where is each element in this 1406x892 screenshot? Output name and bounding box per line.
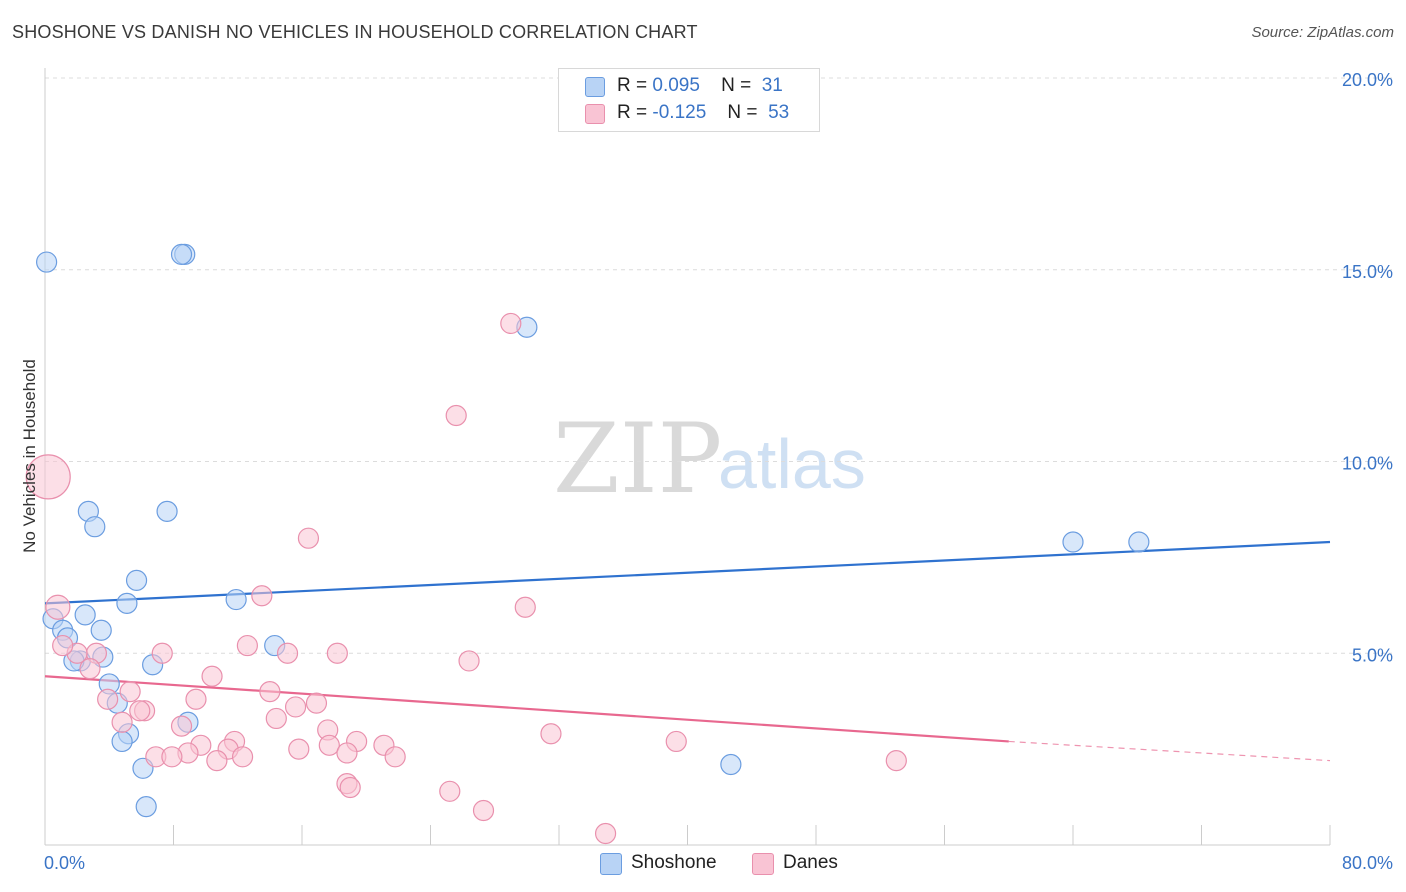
point-danes <box>79 657 101 680</box>
point-shoshone <box>116 592 138 614</box>
point-danes <box>259 680 281 703</box>
point-danes <box>594 822 617 845</box>
point-shoshone <box>156 500 178 522</box>
point-danes <box>151 642 173 664</box>
bottom-legend-label-shoshone: Shoshone <box>631 852 717 873</box>
point-danes <box>97 688 119 710</box>
point-danes <box>339 776 361 799</box>
point-danes <box>111 711 133 733</box>
point-danes <box>161 746 183 768</box>
legend-swatch-shoshone <box>585 77 605 97</box>
x-tick-label: 0.0% <box>44 853 85 873</box>
point-shoshone <box>720 753 742 776</box>
y-tick-label: 15.0% <box>1342 262 1393 282</box>
legend-swatch-danes <box>585 104 605 124</box>
point-danes <box>284 696 307 718</box>
legend-text-shoshone: R = 0.095 N = 31 <box>617 75 783 97</box>
legend-n-value: 31 <box>761 75 783 96</box>
data-points <box>25 243 1150 845</box>
point-danes <box>439 780 461 802</box>
point-danes <box>445 404 467 427</box>
point-danes <box>885 750 907 772</box>
point-danes <box>45 594 71 620</box>
x-tick-label: 80.0% <box>1342 853 1393 873</box>
point-danes <box>170 715 193 737</box>
point-shoshone <box>125 569 148 591</box>
point-shoshone <box>84 516 106 538</box>
point-danes <box>265 707 287 730</box>
bottom-legend-swatch-danes <box>752 853 774 875</box>
gridlines <box>45 77 1392 654</box>
point-danes <box>472 799 495 822</box>
point-danes <box>336 742 358 764</box>
point-danes <box>206 750 228 772</box>
source-label: Source: ZipAtlas.com <box>1251 24 1394 41</box>
point-shoshone <box>135 796 157 818</box>
point-danes <box>288 738 310 760</box>
point-danes <box>201 665 223 687</box>
point-danes <box>514 596 536 618</box>
point-danes <box>236 634 258 657</box>
point-danes <box>25 454 71 500</box>
correlation-legend: R = 0.095 N = 31 R = -0.125 N = 53 <box>558 68 820 132</box>
point-danes <box>540 723 562 745</box>
point-shoshone <box>74 604 96 626</box>
point-danes <box>297 527 320 549</box>
watermark: ZIP atlas <box>553 403 866 515</box>
point-danes <box>458 650 480 672</box>
point-danes <box>251 585 273 607</box>
trend-line-extension-danes <box>1008 740 1331 762</box>
legend-n-value: 53 <box>768 102 790 123</box>
point-shoshone <box>1128 531 1150 553</box>
legend-r-label: R = <box>617 102 648 123</box>
point-shoshone <box>36 251 58 273</box>
legend-r-label: R = <box>617 75 648 96</box>
watermark-zip: ZIP <box>553 403 722 515</box>
y-tick-label: 5.0% <box>1352 645 1393 665</box>
legend-n-label: N = <box>727 102 758 123</box>
point-danes <box>318 734 340 756</box>
bottom-legend-label-danes: Danes <box>783 852 838 873</box>
legend-r-value: -0.125 <box>652 102 707 123</box>
legend-n-label: N = <box>721 75 752 96</box>
bottom-legend-swatch-shoshone <box>600 853 622 875</box>
legend-text-danes: R = -0.125 N = 53 <box>617 102 789 124</box>
y-tick-label: 10.0% <box>1342 454 1393 474</box>
point-shoshone <box>90 619 112 641</box>
y-tick-label: 20.0% <box>1342 70 1393 90</box>
point-danes <box>326 642 348 664</box>
point-danes <box>305 692 328 714</box>
point-shoshone <box>170 243 193 266</box>
trend-line-danes <box>44 675 1009 743</box>
point-shoshone <box>225 588 247 611</box>
point-danes <box>665 730 687 753</box>
legend-r-value: 0.095 <box>652 75 700 96</box>
watermark-atlas: atlas <box>718 425 866 503</box>
y-axis-label: No Vehicles in Household <box>20 359 39 553</box>
trend-lines <box>44 540 1331 762</box>
point-shoshone <box>1062 531 1084 553</box>
point-danes <box>52 634 74 657</box>
point-danes <box>500 312 522 335</box>
point-danes <box>276 642 299 664</box>
point-danes <box>231 746 254 768</box>
chart-title: SHOSHONE VS DANISH NO VEHICLES IN HOUSEH… <box>12 22 698 42</box>
point-danes <box>384 746 406 768</box>
point-danes <box>185 688 207 710</box>
point-danes <box>119 680 141 703</box>
point-shoshone <box>111 730 133 753</box>
point-danes <box>129 700 151 722</box>
tick-labels: 5.0% 10.0% 15.0% 20.0% 0.0% 80.0% <box>44 70 1393 873</box>
